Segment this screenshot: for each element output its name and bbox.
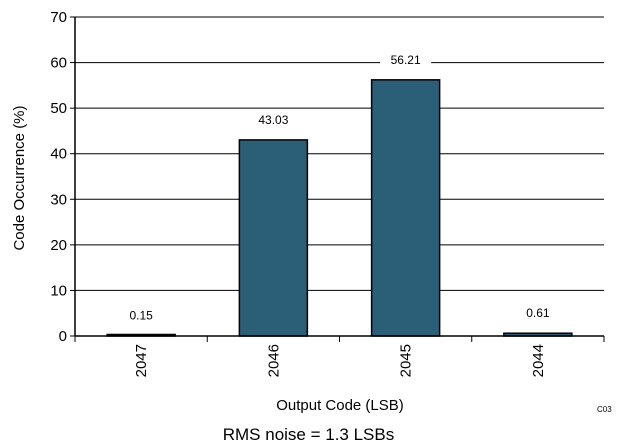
data-label-2047: 0.15 xyxy=(129,308,153,322)
y-tick-label: 50 xyxy=(50,100,67,117)
data-label-background xyxy=(515,304,560,322)
bar-2045 xyxy=(370,79,441,337)
tick-labels: 0 10 20 30 40 50 60 70 2047 2046 2045 2044 xyxy=(50,9,547,377)
y-tick-label: 10 xyxy=(50,282,67,299)
data-labels: 0.15 43.03 56.21 0.61 xyxy=(119,50,560,324)
y-tick-label: 70 xyxy=(50,9,67,26)
data-label-2044: 0.61 xyxy=(526,306,550,320)
x-axis-title: Output Code (LSB) xyxy=(276,397,404,414)
x-tick-label-2047: 2047 xyxy=(133,344,150,377)
chart-caption: RMS noise = 1.3 LSBs xyxy=(222,425,395,444)
gridlines xyxy=(75,16,604,291)
x-tick-label-2044: 2044 xyxy=(530,344,547,377)
data-label-2046: 43.03 xyxy=(258,113,288,127)
y-axis-title: Code Occurrence (%) xyxy=(11,105,28,250)
x-tick-label-2046: 2046 xyxy=(265,344,282,377)
y-tick-label: 40 xyxy=(50,146,67,163)
data-label-2045: 56.21 xyxy=(391,53,421,67)
bars xyxy=(106,79,573,337)
bar-2046 xyxy=(238,139,309,337)
data-label-background xyxy=(247,110,299,128)
x-tick-label-2045: 2045 xyxy=(398,344,415,377)
data-label-background xyxy=(119,306,164,324)
figure-code: C03 xyxy=(597,405,612,414)
axes xyxy=(70,16,605,342)
y-tick-label: 30 xyxy=(50,191,67,208)
y-tick-label: 20 xyxy=(50,237,67,254)
y-tick-label: 60 xyxy=(50,55,67,72)
data-label-background xyxy=(380,50,432,68)
y-tick-label: 0 xyxy=(59,328,67,345)
